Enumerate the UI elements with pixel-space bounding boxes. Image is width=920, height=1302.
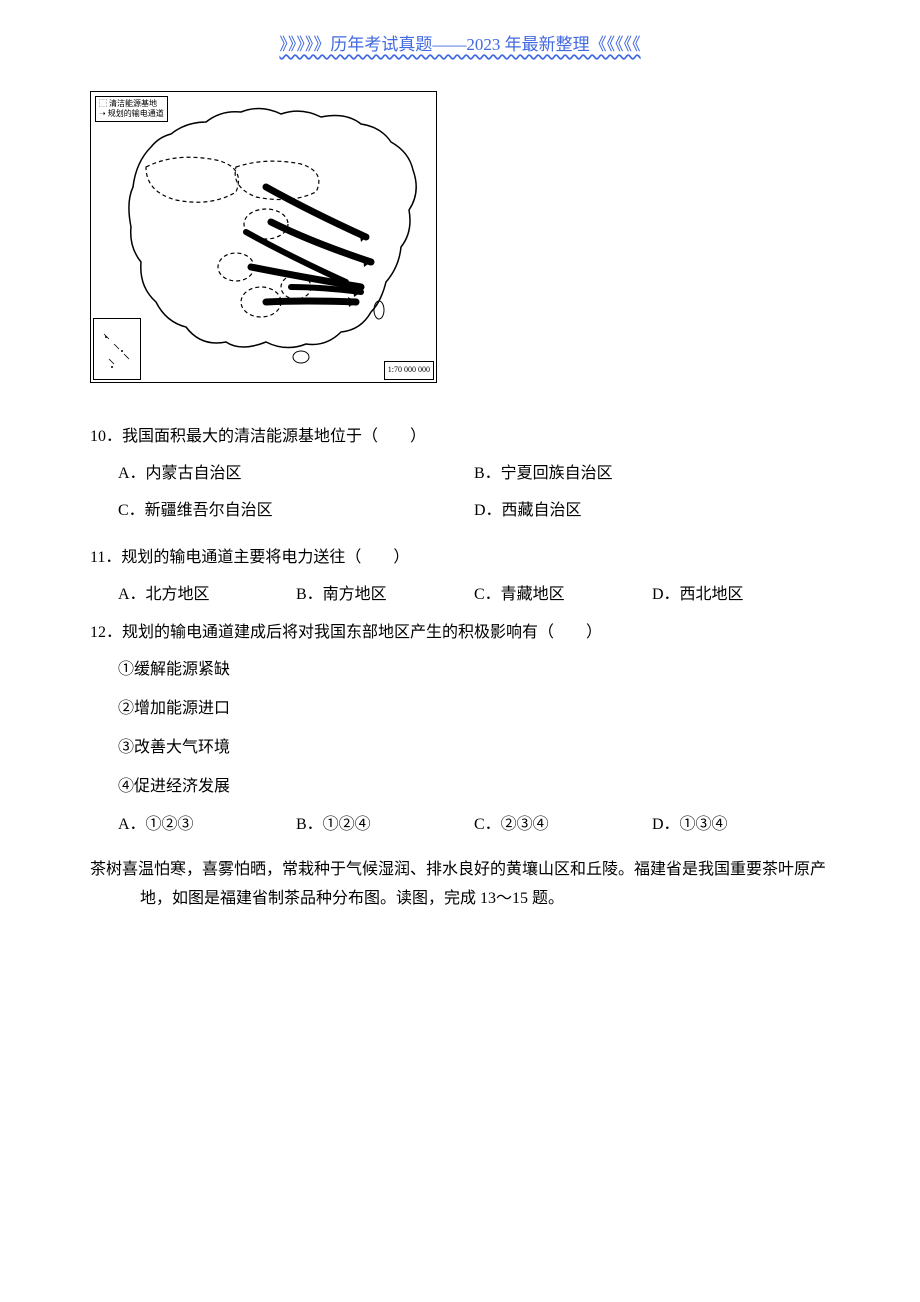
q12-opt-a: A．①②③ <box>118 811 296 840</box>
q12-items: ①缓解能源紧缺 ②增加能源进口 ③改善大气环境 ④促进经济发展 <box>90 656 830 801</box>
passage-tea: 茶树喜温怕寒，喜雾怕晒，常栽种于气候湿润、排水良好的黄壤山区和丘陵。福建省是我国… <box>90 856 830 914</box>
q12-opt-d: D．①③④ <box>652 811 830 840</box>
q10-opt-b: B．宁夏回族自治区 <box>474 460 830 489</box>
q10-number: 10． <box>90 428 122 445</box>
q10-stem: 10．我国面积最大的清洁能源基地位于（ ） <box>90 423 830 452</box>
page-header: 》》》》》历年考试真题——2023 年最新整理《《《《《 <box>90 30 830 61</box>
q10-opt-c: C．新疆维吾尔自治区 <box>118 497 474 526</box>
q12-item-4: ④促进经济发展 <box>118 773 830 802</box>
q11-text: 规划的输电通道主要将电力送往（ ） <box>121 549 409 566</box>
q10-text: 我国面积最大的清洁能源基地位于（ ） <box>122 428 426 445</box>
legend-text-2: 规划的输电通道 <box>108 109 164 118</box>
q10-opt-d: D．西藏自治区 <box>474 497 830 526</box>
q12-opt-c: C．②③④ <box>474 811 652 840</box>
q11-number: 11． <box>90 549 121 566</box>
q11-options: A．北方地区 B．南方地区 C．青藏地区 D．西北地区 <box>90 581 830 610</box>
question-10: 10．我国面积最大的清洁能源基地位于（ ） A．内蒙古自治区 B．宁夏回族自治区… <box>90 423 830 533</box>
map-inset <box>93 318 141 380</box>
q11-opt-c: C．青藏地区 <box>474 581 652 610</box>
map-scale: 1:70 000 000 <box>384 361 434 379</box>
q11-opt-a: A．北方地区 <box>118 581 296 610</box>
q11-opt-d: D．西北地区 <box>652 581 830 610</box>
q12-item-3: ③改善大气环境 <box>118 734 830 763</box>
map-legend: ⬚ 清洁能源基地 ➝ 规划的输电通道 <box>95 96 168 123</box>
passage-line1: 茶树喜温怕寒，喜雾怕晒，常栽种于气候湿润、排水良好的黄壤山区和丘陵。福建省是我国… <box>90 861 826 878</box>
q10-opt-a: A．内蒙古自治区 <box>118 460 474 489</box>
q12-number: 12． <box>90 624 122 641</box>
q10-options: A．内蒙古自治区 B．宁夏回族自治区 C．新疆维吾尔自治区 D．西藏自治区 <box>90 460 830 534</box>
question-12: 12．规划的输电通道建成后将对我国东部地区产生的积极影响有（ ） ①缓解能源紧缺… <box>90 619 830 840</box>
q12-item-1: ①缓解能源紧缺 <box>118 656 830 685</box>
q12-opt-b: B．①②④ <box>296 811 474 840</box>
china-map-svg <box>91 92 436 382</box>
passage-line2: 地，如图是福建省制茶品种分布图。读图，完成 13～15 题。 <box>90 885 830 914</box>
q11-stem: 11．规划的输电通道主要将电力送往（ ） <box>90 544 830 573</box>
q12-options: A．①②③ B．①②④ C．②③④ D．①③④ <box>90 811 830 840</box>
q12-item-2: ②增加能源进口 <box>118 695 830 724</box>
q12-stem: 12．规划的输电通道建成后将对我国东部地区产生的积极影响有（ ） <box>90 619 830 648</box>
q12-text: 规划的输电通道建成后将对我国东部地区产生的积极影响有（ ） <box>122 624 602 641</box>
legend-text-1: 清洁能源基地 <box>109 99 157 108</box>
map-figure: ⬚ 清洁能源基地 ➝ 规划的输电通道 1:70 000 000 <box>90 91 437 383</box>
q11-opt-b: B．南方地区 <box>296 581 474 610</box>
question-11: 11．规划的输电通道主要将电力送往（ ） A．北方地区 B．南方地区 C．青藏地… <box>90 544 830 610</box>
